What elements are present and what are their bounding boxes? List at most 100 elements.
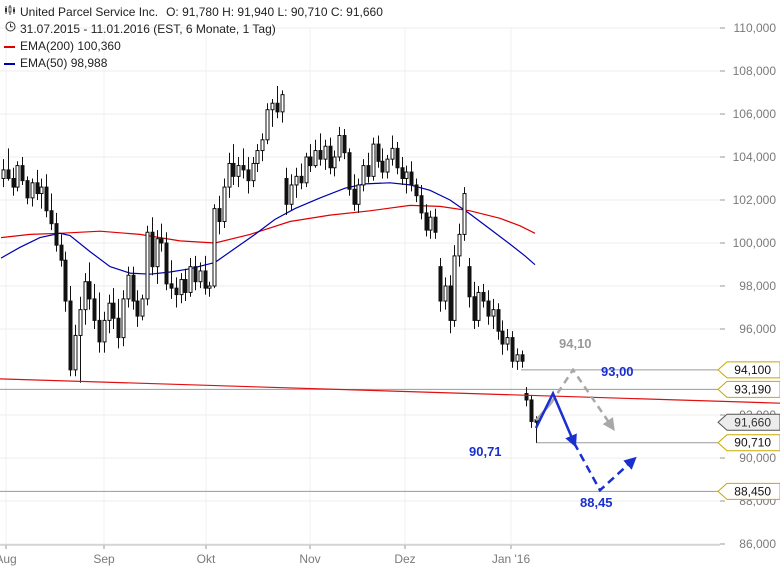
- annotation-label: 88,45: [580, 495, 613, 510]
- candle-body: [337, 135, 342, 158]
- candle-body: [164, 242, 169, 285]
- candle-body: [452, 255, 457, 321]
- x-tick-label: Nov: [299, 552, 320, 566]
- candle-body: [481, 291, 486, 302]
- y-tick-label: 98,000: [739, 279, 776, 293]
- x-tick-label: Okt: [197, 552, 216, 566]
- support-trendline: [0, 378, 780, 404]
- candle-body: [529, 399, 534, 422]
- x-tick-label: Dez: [394, 552, 415, 566]
- candle-body: [255, 150, 260, 164]
- annotation-label: 93,00: [601, 364, 634, 379]
- candle-body: [126, 274, 131, 300]
- candle-body: [73, 334, 78, 371]
- candle-body: [174, 287, 179, 296]
- candle-body: [222, 186, 227, 223]
- candle-body: [500, 330, 505, 345]
- candle-body: [25, 180, 30, 199]
- candle-body: [433, 216, 438, 233]
- candle-body: [476, 291, 481, 321]
- legend-title-row: United Parcel Service Inc. O: 91,780 H: …: [4, 4, 383, 21]
- candle-body: [328, 145, 333, 169]
- candle-body: [376, 143, 381, 162]
- y-tick-label: 90,000: [739, 451, 776, 465]
- grey-scenario-arrow: [549, 367, 615, 431]
- period-label: 31.07.2015 - 11.01.2016 (EST, 6 Monate, …: [20, 22, 276, 36]
- price-level-tag: [717, 413, 780, 431]
- candle-body: [44, 186, 49, 212]
- candle-body: [361, 165, 366, 186]
- candle-body: [59, 244, 64, 261]
- x-gridlines: [5, 28, 512, 545]
- ema50-line: [0, 182, 536, 275]
- candle-body: [294, 175, 299, 186]
- price-level-lines: [0, 369, 720, 492]
- legend-period-row: 31.07.2015 - 11.01.2016 (EST, 6 Monate, …: [4, 21, 383, 38]
- ema200-line: [0, 204, 536, 244]
- candle-body: [462, 193, 467, 235]
- candle-body: [332, 156, 337, 169]
- candle-body: [467, 266, 472, 298]
- candle-body: [356, 184, 361, 205]
- grid-lines: [0, 27, 720, 545]
- candle-body: [385, 158, 390, 173]
- y-tick-label: 102,000: [733, 193, 777, 207]
- moving-averages: [0, 182, 536, 275]
- candle-body: [207, 285, 212, 289]
- candle-body: [404, 171, 409, 180]
- ohlc-values: O: 91,780 H: 91,940 L: 90,710 C: 91,660: [166, 5, 383, 19]
- y-tick-label: 104,000: [733, 150, 777, 164]
- candle-body: [102, 319, 107, 343]
- instrument-title: United Parcel Service Inc.: [20, 5, 159, 19]
- candle-body: [198, 270, 203, 283]
- candle-body: [217, 208, 222, 223]
- candle-body: [145, 231, 150, 300]
- x-tick-label: Jan '16: [492, 552, 531, 566]
- candle-body: [140, 298, 145, 317]
- candle-body: [63, 259, 68, 302]
- x-axis: Aug Sep Okt Nov Dez Jan '16: [0, 544, 720, 566]
- trendline-layer: [0, 378, 780, 404]
- candle-body: [299, 175, 304, 184]
- candle-body: [35, 182, 40, 195]
- candle-body: [395, 147, 400, 169]
- candle-body: [92, 298, 97, 321]
- candle-body: [390, 147, 395, 160]
- annotations: 94,10 93,00 90,71 88,45: [469, 336, 634, 510]
- candle-body: [212, 208, 217, 287]
- forecast-arrows: [534, 367, 637, 493]
- candle-body: [486, 300, 491, 317]
- candle-body: [371, 143, 376, 177]
- ema200-swatch: [4, 45, 15, 48]
- candle-body: [87, 281, 92, 300]
- ema50-value: 98,988: [70, 56, 108, 70]
- candle-body: [135, 300, 140, 317]
- candle-body: [107, 302, 112, 321]
- candle-body: [438, 266, 443, 302]
- candle-body: [289, 184, 294, 205]
- y-tick-label: 86,000: [739, 537, 776, 551]
- candle-body: [131, 274, 136, 302]
- x-tick-label: Aug: [0, 552, 17, 566]
- candle-body: [179, 279, 184, 296]
- price-level-tag: [717, 434, 780, 452]
- candle-body: [366, 165, 371, 177]
- candlestick-chart-icon: [4, 4, 16, 21]
- legend-ema200: EMA(200) 100,360: [4, 38, 383, 55]
- candle-body: [414, 184, 419, 197]
- price-level-label: 88,450: [734, 484, 771, 498]
- candle-body: [443, 285, 448, 302]
- ema50-label: EMA(50): [20, 56, 68, 70]
- candle-body: [183, 279, 188, 293]
- candle-body: [203, 270, 208, 289]
- candle-body: [472, 296, 477, 321]
- candle-body: [116, 317, 121, 339]
- candle-body: [448, 285, 453, 321]
- y-tick-label: 110,000: [734, 21, 777, 35]
- candle-body: [39, 186, 44, 195]
- candle-body: [68, 300, 73, 371]
- candle-body: [54, 223, 59, 246]
- candle-body: [15, 165, 20, 188]
- candle-body: [251, 162, 256, 182]
- candle-body: [193, 266, 198, 283]
